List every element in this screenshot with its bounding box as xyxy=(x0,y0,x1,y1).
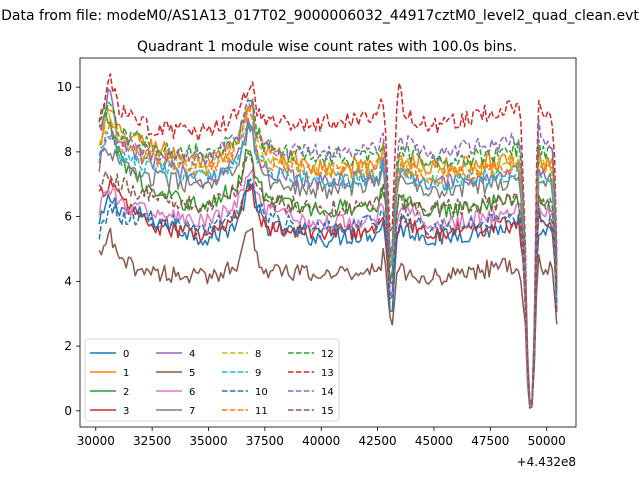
x-tick-label: 47500 xyxy=(471,434,509,448)
series-line-7 xyxy=(98,123,558,406)
x-tick-label: 42500 xyxy=(359,434,397,448)
legend-label-4: 4 xyxy=(189,349,195,360)
y-tick-label: 2 xyxy=(64,339,72,353)
x-offset-label: +4.432e8 xyxy=(517,455,576,469)
series-line-14 xyxy=(98,98,558,406)
legend-label-6: 6 xyxy=(189,387,195,398)
y-tick-label: 6 xyxy=(64,210,72,224)
series-line-0 xyxy=(98,178,558,403)
legend-label-8: 8 xyxy=(255,349,261,360)
legend-label-12: 12 xyxy=(321,349,334,360)
x-tick-label: 50000 xyxy=(528,434,566,448)
series-layer xyxy=(98,73,558,409)
x-tick-label: 35000 xyxy=(189,434,227,448)
series-line-10 xyxy=(98,178,558,406)
legend-label-10: 10 xyxy=(255,387,268,398)
series-line-11 xyxy=(99,107,558,405)
series-line-5 xyxy=(98,227,558,409)
x-tick-label: 40000 xyxy=(302,434,340,448)
chart-title: Quadrant 1 module wise count rates with … xyxy=(137,39,517,55)
x-tick-label: 32500 xyxy=(133,434,171,448)
y-tick-label: 0 xyxy=(64,404,72,418)
y-tick-label: 10 xyxy=(57,80,72,94)
legend-label-0: 0 xyxy=(123,349,129,360)
y-axis: 0 2 4 6 8 10 xyxy=(57,80,80,418)
series-line-2 xyxy=(98,113,558,406)
series-line-15 xyxy=(98,151,558,406)
plot-frame xyxy=(79,57,577,428)
y-tick-label: 8 xyxy=(64,145,72,159)
x-tick-label: 45000 xyxy=(415,434,453,448)
legend-label-11: 11 xyxy=(255,406,268,417)
legend-label-9: 9 xyxy=(255,368,261,379)
legend-label-2: 2 xyxy=(123,387,129,398)
legend-label-15: 15 xyxy=(321,406,334,417)
legend-label-3: 3 xyxy=(123,406,129,417)
legend-label-1: 1 xyxy=(123,368,129,379)
legend-label-14: 14 xyxy=(321,387,334,398)
y-tick-label: 4 xyxy=(64,274,72,288)
x-tick-label: 37500 xyxy=(246,434,284,448)
legend-label-13: 13 xyxy=(321,368,334,379)
legend-label-7: 7 xyxy=(189,406,195,417)
x-axis: 30000 32500 35000 37500 40000 42500 45000 47500… xyxy=(77,427,566,448)
x-tick-label: 30000 xyxy=(77,434,115,448)
legend-box xyxy=(84,338,340,422)
legend-label-5: 5 xyxy=(189,368,195,379)
figure-suptitle: Data from file: modeM0/AS1A13_017T02_900… xyxy=(1,8,639,24)
